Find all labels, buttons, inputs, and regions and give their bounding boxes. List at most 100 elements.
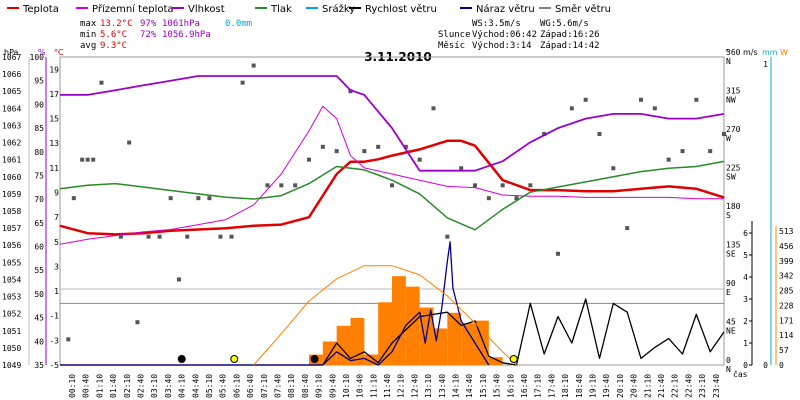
x-tick-label: 19:40 — [602, 374, 611, 398]
temperature-tick-label: 17 — [49, 90, 59, 99]
legend-label: Rychlost větru — [365, 3, 437, 15]
wind-speed-tick-label: 5 — [743, 251, 748, 260]
x-tick-label: 10:40 — [356, 374, 365, 398]
x-tick-label: 04:40 — [191, 374, 200, 398]
x-tick-label: 03:10 — [150, 374, 159, 398]
legend-label: Směr větru — [555, 3, 611, 15]
stats-max-temp: 13.2°C — [100, 19, 133, 29]
wind-direction-mark — [459, 166, 464, 171]
wind-direction-mark — [66, 337, 71, 342]
wind-direction-mark — [135, 320, 140, 325]
x-tick-label: 13:40 — [438, 374, 447, 398]
wind-direction-mark — [85, 157, 90, 162]
x-tick-label: 22:40 — [684, 374, 693, 398]
wind-direction-mark — [722, 132, 726, 136]
pressure-tick-label: 1066 — [2, 70, 21, 79]
wind-direction-mark — [556, 251, 560, 256]
humidity-tick-label: 75 — [34, 171, 44, 180]
direction-tick-degrees: 270 — [726, 125, 741, 134]
x-tick-label: 20:40 — [630, 374, 639, 398]
axes: hPa1049105010511052105310541055105610571… — [2, 48, 794, 398]
wind-direction-mark — [157, 234, 162, 239]
wind-direction-mark — [445, 234, 450, 239]
moon-set: Západ:14:42 — [540, 41, 600, 51]
temperature-tick-label: 11 — [49, 164, 59, 173]
pressure-tick-label: 1060 — [2, 173, 21, 182]
legend-label: Teplota — [22, 4, 59, 15]
stats-min-label: min — [80, 30, 96, 40]
x-tick-label: 21:10 — [643, 374, 652, 398]
wind-direction-mark — [417, 157, 422, 162]
pressure-tick-label: 1051 — [2, 327, 21, 336]
direction-axis-unit: ° — [725, 48, 729, 57]
legend: Teplota Přízemní teplota Vlhkost Tlak Srážky… — [7, 3, 611, 15]
wind-direction-mark — [486, 196, 491, 201]
solar-tick-label: 285 — [779, 287, 794, 296]
wind-direction-mark — [320, 144, 325, 149]
wind-direction-mark — [473, 183, 477, 188]
stats-avg-temp: 9.3°C — [100, 41, 127, 51]
x-tick-label: 02:10 — [123, 374, 132, 398]
rain-tick-label: 1 — [763, 60, 768, 69]
x-tick-label: 18:40 — [575, 374, 584, 398]
rain-tick-label: 0 — [763, 361, 768, 370]
humidity-tick-label: 40 — [34, 337, 44, 346]
direction-tick-compass: SE — [726, 250, 736, 259]
stats-min-temp: 5.6°C — [100, 30, 127, 40]
solar-tick-label: 342 — [779, 272, 794, 281]
pressure-tick-label: 1063 — [2, 121, 21, 130]
wind-direction-mark — [91, 157, 96, 162]
wind-speed-tick-label: 2 — [743, 317, 748, 326]
sun-moon-marker — [230, 355, 239, 363]
x-tick-label: 07:10 — [260, 374, 269, 398]
x-tick-label: 11:40 — [383, 374, 392, 398]
legend-label: Tlak — [270, 4, 292, 15]
x-tick-label: 16:40 — [520, 374, 529, 398]
temperature-tick-label: 13 — [49, 139, 59, 148]
wind-direction-mark — [146, 234, 151, 239]
solar-bar — [364, 354, 379, 365]
solar-tick-label: 57 — [779, 346, 789, 355]
stats-max-hum: 97% — [140, 19, 157, 29]
legend-label: Náraz větru — [476, 3, 535, 15]
solar-bar — [392, 276, 406, 365]
temperature-axis-unit: °C — [54, 48, 64, 57]
direction-tick-degrees: 180 — [726, 202, 741, 211]
wind-direction-mark — [168, 196, 173, 201]
x-tick-label: 15:40 — [493, 374, 502, 398]
wind-ws: WS:3.5m/s — [472, 19, 521, 29]
x-tick-label: 12:10 — [397, 374, 406, 398]
wind-direction-mark — [251, 63, 256, 68]
wind-direction-mark — [348, 89, 353, 94]
series-line-vlhkost — [60, 75, 725, 172]
humidity-axis-unit: % — [38, 48, 46, 57]
humidity-tick-label: 95 — [34, 77, 44, 86]
pressure-tick-label: 1057 — [2, 224, 21, 233]
pressure-tick-label: 1054 — [2, 275, 21, 284]
x-tick-label: 18:10 — [561, 374, 570, 398]
series-line-p-zemn-teplota — [59, 105, 724, 245]
series-line-n-raz-v-tru — [60, 241, 490, 366]
wind-direction-mark — [207, 196, 212, 201]
stats-min-hum: 72% — [140, 30, 157, 40]
wind-speed-tick-label: 4 — [743, 273, 748, 282]
temperature-tick-label: -5 — [49, 361, 59, 370]
x-tick-label: 23:10 — [698, 374, 707, 398]
wind-direction-mark — [80, 157, 85, 162]
humidity-tick-label: 50 — [34, 290, 44, 299]
direction-tick-compass: SW — [726, 173, 736, 182]
direction-tick-degrees: 225 — [726, 164, 741, 173]
wind-direction-mark — [240, 80, 245, 85]
solar-bar — [447, 312, 462, 365]
x-tick-label: 08:40 — [301, 374, 310, 398]
stats-min-press: 1056.9hPa — [162, 30, 211, 40]
wind-direction-mark — [500, 183, 505, 188]
wind-direction-mark — [569, 106, 574, 111]
pressure-tick-label: 1052 — [2, 310, 21, 319]
direction-tick-degrees: 360 — [726, 48, 741, 57]
moon-label: Měsíc — [438, 41, 465, 51]
temperature-tick-label: 15 — [49, 115, 59, 124]
wind-direction-mark — [403, 144, 408, 149]
pressure-tick-label: 1064 — [2, 104, 21, 113]
plot-area — [59, 56, 726, 366]
